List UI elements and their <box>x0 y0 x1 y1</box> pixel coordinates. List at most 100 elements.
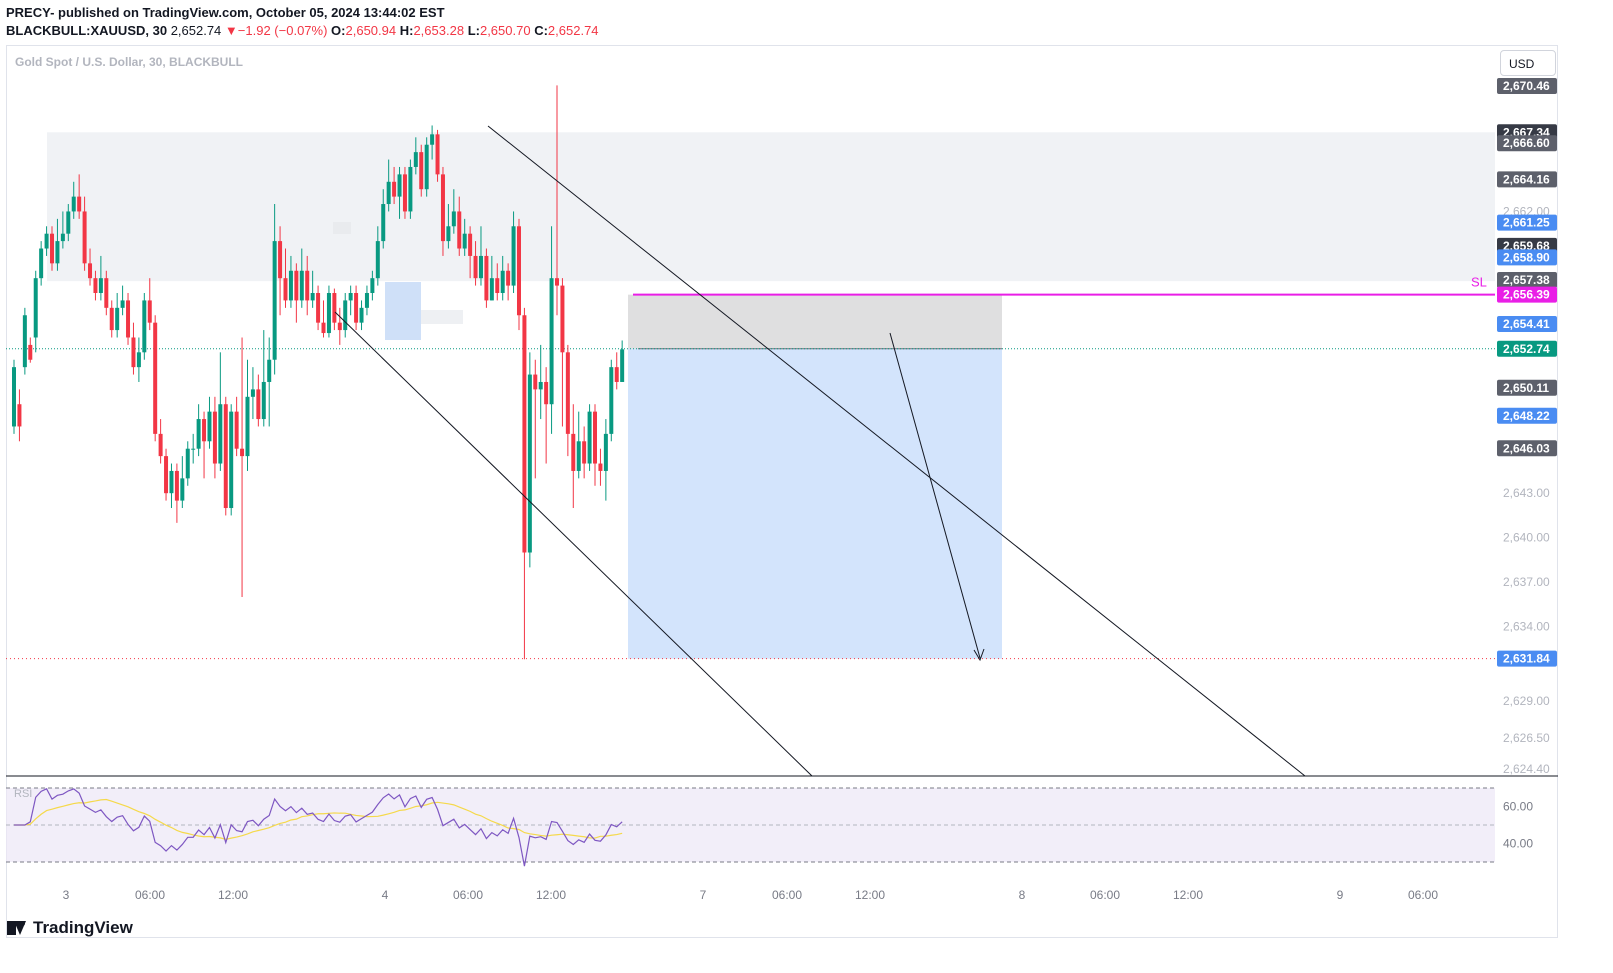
candle-body <box>370 278 375 294</box>
projection-arrow-head-icon <box>973 648 985 662</box>
candle-body <box>147 300 152 323</box>
stop-loss-label: SL <box>1471 275 1487 290</box>
x-tick-label: 06:00 <box>1408 888 1438 902</box>
candle-body <box>451 211 456 227</box>
price-change: −1.92 (−0.07%) <box>237 23 328 38</box>
x-tick-label: 06:00 <box>772 888 802 902</box>
candle-body <box>397 174 402 197</box>
candle-body <box>614 367 619 382</box>
price-label-bg <box>1497 286 1557 303</box>
candle-body <box>571 433 576 471</box>
candle-body <box>544 381 549 405</box>
price-label: 2,652.74 <box>1503 342 1550 356</box>
tradingview-brand[interactable]: TradingView <box>7 918 133 938</box>
close-label: C: <box>534 23 548 38</box>
candle-body <box>603 433 608 471</box>
candle-body <box>109 307 114 331</box>
candle-body <box>272 241 277 360</box>
price-label: 2,654.41 <box>1503 317 1550 331</box>
candle-body <box>337 322 342 331</box>
x-tick-label: 7 <box>700 888 707 902</box>
candle-body <box>468 233 473 256</box>
minor-zone <box>421 310 463 324</box>
candle-body <box>191 448 196 450</box>
price-label: 2,646.03 <box>1503 441 1550 455</box>
candle-body <box>28 344 33 360</box>
candle-body <box>299 270 304 301</box>
candle-body <box>457 211 462 249</box>
candle-body <box>343 300 348 331</box>
candle-body <box>587 411 592 464</box>
open-label: O: <box>331 23 346 38</box>
x-tick-label: 06:00 <box>1090 888 1120 902</box>
candle-body <box>462 233 467 249</box>
candle-body <box>196 419 201 449</box>
price-label: 2,661.25 <box>1503 216 1550 230</box>
price-label: 2,670.46 <box>1503 79 1550 93</box>
price-label: 2,656.39 <box>1503 288 1550 302</box>
symbol-label[interactable]: BLACKBULL:XAUUSD, 30 <box>6 23 168 38</box>
chart-frame <box>6 45 1558 938</box>
candle-body <box>93 278 98 294</box>
candle-body <box>310 293 315 301</box>
x-tick-label: 8 <box>1019 888 1026 902</box>
y-tick-label: 2,626.50 <box>1503 731 1550 745</box>
price-label-bg <box>1497 340 1557 357</box>
candle-body <box>413 152 418 167</box>
last-price: 2,652.74 <box>170 23 222 38</box>
high-label: H: <box>399 23 414 38</box>
currency-selector[interactable]: USD <box>1500 50 1556 76</box>
candle-body <box>354 293 359 323</box>
candle-body <box>44 233 49 249</box>
publish-info-text: PRECY- published on TradingView.com, Oct… <box>6 5 445 20</box>
candle-body <box>115 307 120 331</box>
candle-body <box>495 278 500 294</box>
candle-body <box>593 411 598 464</box>
candle-body <box>17 404 22 427</box>
open-value: 2,650.94 <box>345 23 397 38</box>
candle-body <box>294 270 299 301</box>
price-label-bg <box>1497 78 1557 94</box>
candle-body <box>359 307 364 323</box>
candle-body <box>522 315 527 553</box>
candle-body <box>500 270 505 294</box>
low-label: L: <box>467 23 480 38</box>
candle-body <box>424 144 429 190</box>
candle-body <box>223 404 228 509</box>
minor-zone <box>333 222 351 234</box>
candle-body <box>104 278 109 308</box>
price-label: 2,648.22 <box>1503 409 1550 423</box>
price-label: 2,666.60 <box>1503 136 1550 150</box>
x-tick-label: 12:00 <box>855 888 885 902</box>
candle-body <box>66 211 71 234</box>
x-tick-label: 12:00 <box>218 888 248 902</box>
candle-body <box>185 448 190 479</box>
candle-body <box>435 134 440 175</box>
x-tick-label: 9 <box>1337 888 1344 902</box>
candle-body <box>174 470 179 501</box>
candle-body <box>598 463 603 471</box>
candle-body <box>316 293 321 323</box>
y-tick-label: 2,637.00 <box>1503 575 1550 589</box>
tradingview-brand-text: TradingView <box>33 918 133 937</box>
y-tick-label: 2,640.00 <box>1503 531 1550 545</box>
projection-arrow <box>889 332 981 659</box>
candle-body <box>506 270 511 286</box>
price-label-bg <box>1497 315 1557 332</box>
candle-body <box>256 389 261 420</box>
channel-lower-line <box>334 311 813 777</box>
candle-body <box>555 278 559 286</box>
candle-body <box>364 293 369 308</box>
candle-body <box>245 396 250 457</box>
chart-title: Gold Spot / U.S. Dollar, 30, BLACKBULL <box>15 55 244 69</box>
price-label-bg <box>1497 271 1557 288</box>
candle-body <box>478 255 483 279</box>
candle-body <box>164 456 169 494</box>
candle-body <box>326 293 331 334</box>
candle-body <box>375 241 380 279</box>
stop-loss-zone <box>628 294 1002 349</box>
candle-body <box>153 322 158 434</box>
price-label-bg <box>1497 440 1557 457</box>
candle-body <box>321 322 326 334</box>
